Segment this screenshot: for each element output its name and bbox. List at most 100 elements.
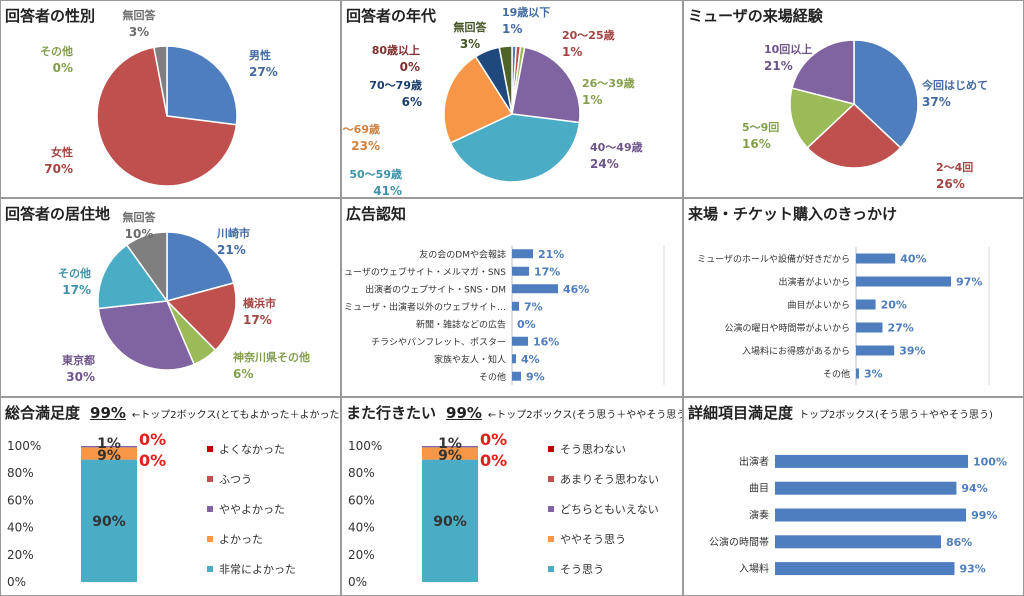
pie-slice xyxy=(791,39,855,105)
panel-revisit: また行きたい 99% ←トップ2ボックス(そう思う＋ややそう思う) 0% 20% 40%… xyxy=(341,397,683,596)
slice-name-label: 19歳以下 xyxy=(502,5,550,19)
bar-value-label: 93% xyxy=(959,563,985,576)
legend-label: ふつう xyxy=(219,473,252,486)
pie-slice xyxy=(165,282,237,352)
slice-name-label: その他 xyxy=(40,44,73,58)
panel-title: 総合満足度 99% ←トップ2ボックス(とてもよかった＋よかった) xyxy=(5,402,341,423)
bar-value-label: 40% xyxy=(900,253,926,266)
legend-swatch xyxy=(548,476,554,482)
slice-value-label: 27% xyxy=(249,65,278,79)
pie-slice xyxy=(853,39,919,149)
panel-title: また行きたい 99% ←トップ2ボックス(そう思う＋ややそう思う) xyxy=(346,402,682,423)
stack-segment xyxy=(81,459,137,582)
legend-swatch xyxy=(207,446,213,452)
panel-ads: 広告認知 友の会のDMや会報誌 21% ミューザのウェブサイト・メルマガ・SNS 17… xyxy=(341,198,683,397)
pie-slice xyxy=(97,300,196,371)
bar xyxy=(856,322,883,333)
slice-value-label: 6% xyxy=(402,95,422,109)
bar-value-label: 97% xyxy=(956,276,982,289)
slice-value-label: 1% xyxy=(562,45,582,59)
bar xyxy=(775,508,967,522)
bar xyxy=(775,562,955,576)
bar-value-label: 3% xyxy=(864,368,883,381)
category-label: 入場料 xyxy=(739,562,769,575)
y-tick-label: 80% xyxy=(7,466,34,480)
legend-label: どちらともいえない xyxy=(560,503,659,516)
title-note: ←トップ2ボックス(とてもよかった＋よかった) xyxy=(131,410,341,421)
bar xyxy=(775,535,941,549)
y-tick-label: 80% xyxy=(348,466,375,480)
segment-value-label: 1% xyxy=(97,436,121,452)
segment-value-label: 90% xyxy=(433,514,467,530)
category-label: 出演者のウェブサイト・SNS・DM xyxy=(365,283,506,295)
y-tick-label: 60% xyxy=(7,493,34,507)
category-label: 新聞・雑誌などの広告 xyxy=(416,318,506,330)
bar xyxy=(512,249,533,259)
chart-details: 出演者 100% 曲目 94% 演奏 99% 公演の時間帯 86% 入場料 93% xyxy=(709,454,1007,576)
slice-value-label: 16% xyxy=(742,137,771,151)
slice-name-label: 50～59歳 xyxy=(349,167,402,181)
segment-value-label: 0% xyxy=(480,430,507,449)
bar xyxy=(512,336,528,346)
pie-slice xyxy=(789,87,856,149)
segment-value-label: 0% xyxy=(480,451,507,470)
slice-value-label: 3% xyxy=(129,25,149,39)
panel-overall: 総合満足度 99% ←トップ2ボックス(とてもよかった＋よかった) 0% 20% 40%… xyxy=(0,397,341,596)
legend-swatch xyxy=(207,506,213,512)
panel-title: 詳細項目満足度 トップ2ボックス(そう思う＋ややそう思う) xyxy=(688,402,993,423)
category-label: チラシやパンフレット、ポスター xyxy=(371,337,506,348)
bar-value-label: 39% xyxy=(899,345,925,358)
panel-title: 回答者の年代 xyxy=(346,7,437,25)
bar-value-label: 100% xyxy=(973,455,1007,468)
segment-value-label: 0% xyxy=(139,430,166,449)
segment-value-label: 90% xyxy=(92,514,126,530)
bar xyxy=(512,266,529,276)
slice-value-label: 21% xyxy=(764,59,793,73)
bar-value-label: 17% xyxy=(534,265,560,278)
category-label: 公演の時間帯 xyxy=(709,535,769,548)
bar-value-label: 0% xyxy=(517,318,536,331)
title-text: また行きたい xyxy=(346,404,437,422)
legend-label: よかった xyxy=(219,533,263,546)
segment-value-label: 9% xyxy=(438,448,462,464)
headline-value: 99% xyxy=(90,404,126,422)
category-label: その他 xyxy=(479,371,506,383)
bar-value-label: 94% xyxy=(961,482,987,495)
slice-value-label: 1% xyxy=(582,93,602,107)
bar-value-label: 4% xyxy=(521,353,540,366)
chart-revisit: 0% 20% 40% 60% 80% 100% 90% 9%1% 0% 0% そう思わないあまりそう… xyxy=(348,430,659,589)
segment-value-label: 1% xyxy=(438,436,462,452)
pie-slice xyxy=(806,102,902,169)
y-tick-label: 20% xyxy=(7,548,34,562)
slice-name-label: 2～4回 xyxy=(936,160,973,174)
slice-value-label: 6% xyxy=(233,367,253,381)
y-tick-label: 0% xyxy=(7,575,26,589)
y-tick-label: 0% xyxy=(348,575,367,589)
title-text: 詳細項目満足度 xyxy=(688,404,794,422)
category-label: 家族や友人・知人 xyxy=(434,353,506,365)
slice-name-label: 今回はじめて xyxy=(921,78,988,92)
chart-trigger: ミューザのホールや設備が好きだから 40% 出演者がよいから 97% 曲目がよいから 20… xyxy=(697,247,990,385)
legend-label: あまりそう思わない xyxy=(560,473,659,486)
legend-swatch xyxy=(548,536,554,542)
bar xyxy=(856,276,952,287)
bar xyxy=(856,368,859,379)
y-tick-label: 40% xyxy=(7,521,34,535)
segment-value-label: 9% xyxy=(97,448,121,464)
bar-value-label: 7% xyxy=(524,300,543,313)
slice-name-label: 80歳以上 xyxy=(372,43,420,57)
slice-name-label: 26～39歳 xyxy=(582,76,635,90)
pie-slice xyxy=(166,231,235,302)
category-label: 出演者がよいから xyxy=(778,276,850,288)
pie-slice xyxy=(511,46,581,124)
bar-value-label: 86% xyxy=(946,536,972,549)
pie-slice xyxy=(97,243,169,310)
y-tick-label: 100% xyxy=(7,439,41,453)
slice-value-label: 21% xyxy=(217,243,246,257)
slice-value-label: 10% xyxy=(125,227,154,241)
slice-name-label: 男性 xyxy=(249,48,271,62)
title-text: 総合満足度 xyxy=(5,404,81,422)
category-label: 入場料にお得感があるから xyxy=(742,345,850,357)
category-label: その他 xyxy=(823,368,850,380)
stack-segment xyxy=(422,447,478,460)
